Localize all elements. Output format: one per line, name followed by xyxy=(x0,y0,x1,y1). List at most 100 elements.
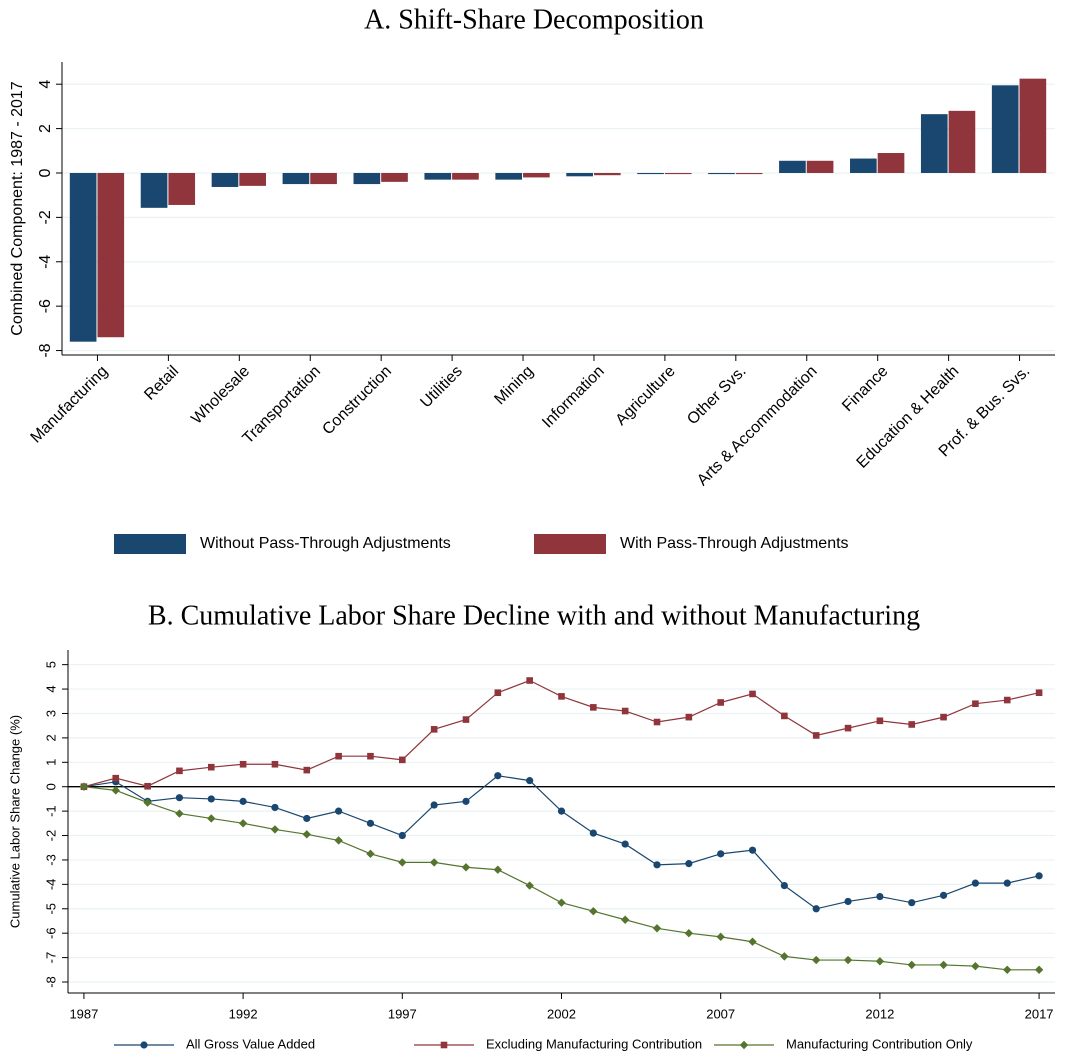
point xyxy=(366,819,375,827)
x-tick-label: Retail xyxy=(141,363,182,404)
bar xyxy=(523,172,550,178)
bar xyxy=(850,158,877,173)
point xyxy=(207,814,216,823)
y-tick-label: 3 xyxy=(43,710,58,717)
point xyxy=(461,863,471,872)
x-tick-label: Wholesale xyxy=(188,363,253,428)
bar xyxy=(168,172,196,205)
y-tick-label: 0 xyxy=(37,168,54,177)
bar xyxy=(877,153,905,173)
y-tick-label: -3 xyxy=(43,854,58,866)
point xyxy=(781,712,788,720)
bar xyxy=(593,172,621,176)
legend-marker xyxy=(739,1040,749,1050)
point xyxy=(685,713,693,721)
y-tick-label: -7 xyxy=(43,952,58,964)
point xyxy=(526,777,534,785)
point xyxy=(780,952,789,961)
point xyxy=(430,801,438,809)
point xyxy=(558,693,565,700)
point xyxy=(972,700,979,708)
point xyxy=(303,814,311,823)
point xyxy=(175,809,184,818)
point xyxy=(748,846,757,854)
point xyxy=(844,897,852,906)
y-tick-label: -2 xyxy=(43,830,58,842)
point xyxy=(621,840,629,848)
point xyxy=(429,858,439,867)
y-tick-label: -6 xyxy=(43,927,58,939)
point xyxy=(494,689,502,697)
y-tick-label: -8 xyxy=(43,976,58,988)
point xyxy=(1003,879,1011,887)
point xyxy=(302,830,311,839)
point xyxy=(717,850,725,858)
point xyxy=(621,707,629,715)
point xyxy=(749,690,756,698)
point xyxy=(238,819,248,828)
bar xyxy=(495,172,523,180)
y-tick-label: -2 xyxy=(37,210,54,224)
y-tick-label: -1 xyxy=(43,805,58,817)
point xyxy=(207,795,215,803)
point xyxy=(939,960,948,970)
point xyxy=(716,932,725,942)
point xyxy=(1035,689,1043,697)
point xyxy=(876,892,884,901)
point xyxy=(557,898,566,907)
legend-label: Without Pass-Through Adjustments xyxy=(200,535,451,552)
point xyxy=(112,774,120,782)
point xyxy=(907,960,916,970)
point xyxy=(908,721,916,728)
point xyxy=(175,794,184,802)
y-tick-label: 1 xyxy=(43,759,58,766)
point xyxy=(812,732,820,739)
point xyxy=(652,924,662,933)
bar xyxy=(920,114,948,173)
y-tick-label: 4 xyxy=(43,685,58,692)
legend-label: Manufacturing Contribution Only xyxy=(786,1036,973,1051)
bar xyxy=(69,172,97,342)
x-tick-label: 1997 xyxy=(388,1006,417,1021)
point xyxy=(717,699,724,706)
x-tick-label: 2007 xyxy=(706,1006,735,1021)
point xyxy=(526,677,533,684)
x-tick-label: Utilities xyxy=(417,363,465,411)
point xyxy=(335,752,342,760)
legend-label: Excluding Manufacturing Contribution xyxy=(486,1036,702,1051)
point xyxy=(494,772,502,780)
bar xyxy=(424,172,452,180)
point xyxy=(143,798,152,807)
point xyxy=(366,849,375,859)
point xyxy=(940,713,947,721)
legend-marker xyxy=(440,1041,448,1049)
point xyxy=(843,955,853,965)
point xyxy=(971,879,980,887)
bar xyxy=(991,85,1019,173)
x-tick-label: 2012 xyxy=(865,1006,894,1021)
bar xyxy=(779,160,806,173)
point xyxy=(525,881,534,890)
y-tick-label: -8 xyxy=(37,343,54,357)
point xyxy=(939,891,948,899)
point xyxy=(334,836,343,845)
point xyxy=(270,825,280,834)
bar xyxy=(1019,78,1047,173)
point xyxy=(589,829,597,837)
point xyxy=(653,861,661,869)
point xyxy=(111,786,120,795)
y-tick-label: 4 xyxy=(37,80,54,89)
point xyxy=(589,907,598,916)
y-tick-label: 0 xyxy=(43,783,58,790)
point xyxy=(303,766,311,774)
point xyxy=(971,961,980,971)
bar xyxy=(282,172,310,185)
point xyxy=(685,860,693,868)
point xyxy=(590,704,597,711)
point xyxy=(335,807,343,815)
point xyxy=(1003,696,1011,704)
bar xyxy=(310,172,337,185)
y-tick-label: 2 xyxy=(43,734,58,741)
x-tick-label: 2002 xyxy=(547,1006,576,1021)
